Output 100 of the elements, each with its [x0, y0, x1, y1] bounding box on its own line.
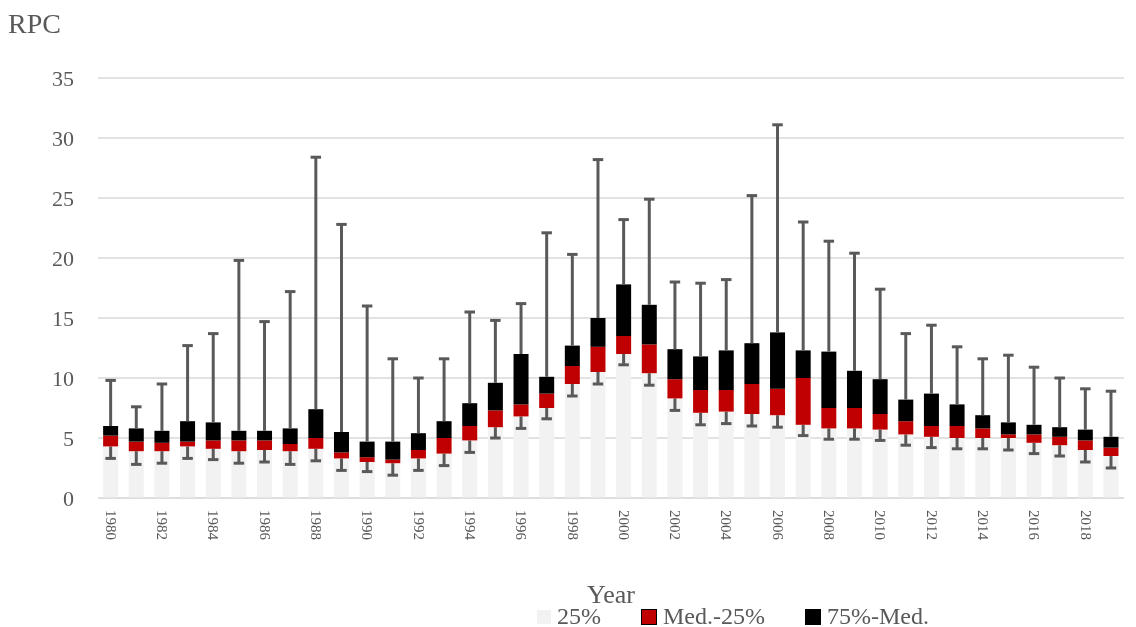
- x-tick-label: 1990: [359, 510, 376, 540]
- y-tick-label: 30: [52, 125, 74, 151]
- bar: [872, 429, 888, 498]
- bar: [898, 421, 914, 435]
- x-tick-label: 1988: [308, 510, 325, 540]
- legend-label: Med.-25%: [663, 603, 765, 627]
- bar: [641, 373, 657, 498]
- bar: [770, 388, 786, 416]
- bar: [872, 414, 888, 430]
- bar: [667, 398, 683, 498]
- bar: [795, 424, 811, 498]
- bar: [949, 404, 965, 426]
- bar: [1077, 429, 1093, 441]
- bar: [205, 448, 221, 498]
- y-tick-label: 15: [52, 305, 74, 331]
- bar: [462, 403, 478, 426]
- bar: [718, 411, 734, 498]
- bar: [744, 384, 760, 414]
- bar: [693, 390, 709, 413]
- bar: [590, 318, 606, 347]
- bar: [257, 440, 273, 450]
- bar: [564, 384, 580, 498]
- bar: [308, 438, 324, 449]
- bar: [308, 409, 324, 438]
- x-tick-label: 1998: [564, 510, 581, 540]
- x-tick-label: 1996: [513, 510, 530, 541]
- bar: [513, 404, 529, 417]
- bar: [1103, 436, 1119, 448]
- bar: [564, 366, 580, 384]
- bar: [718, 390, 734, 412]
- y-tick-label: 5: [63, 425, 74, 451]
- x-tick-label: 2018: [1077, 510, 1094, 540]
- bar: [462, 440, 478, 498]
- bar: [410, 433, 426, 450]
- bar: [975, 438, 991, 498]
- x-tick-label: 2010: [872, 510, 889, 540]
- bar: [744, 414, 760, 498]
- bar: [231, 440, 247, 452]
- bar: [693, 356, 709, 390]
- bar: [590, 372, 606, 498]
- bar: [949, 426, 965, 438]
- bar: [975, 428, 991, 438]
- x-tick-label: 2000: [615, 510, 632, 540]
- x-tick-label: 1984: [205, 510, 222, 541]
- bar: [1077, 440, 1093, 450]
- x-tick-label: 2008: [821, 510, 838, 540]
- bar: [770, 415, 786, 498]
- bar: [231, 451, 247, 498]
- bar: [1052, 427, 1068, 437]
- bar: [718, 350, 734, 390]
- bar: [898, 399, 914, 422]
- bar: [1052, 445, 1068, 498]
- bar: [180, 446, 196, 498]
- bar: [846, 408, 862, 429]
- bar: [770, 332, 786, 389]
- bar: [1000, 438, 1016, 498]
- bar: [539, 393, 555, 408]
- bar: [667, 349, 683, 380]
- bar: [333, 432, 349, 453]
- bar: [795, 378, 811, 425]
- bar: [923, 393, 939, 426]
- bar: [359, 457, 375, 462]
- bar: [436, 453, 452, 498]
- bar: [487, 382, 503, 411]
- bar: [154, 442, 170, 452]
- bar: [180, 421, 196, 442]
- y-tick-label: 0: [63, 485, 74, 511]
- bar: [282, 444, 298, 452]
- bar: [462, 426, 478, 441]
- bar: [257, 430, 273, 441]
- bar: [846, 370, 862, 408]
- y-tick-label: 25: [52, 185, 74, 211]
- bar: [154, 430, 170, 443]
- y-tick-label: 20: [52, 245, 74, 271]
- bar: [821, 351, 837, 408]
- x-tick-label: 1982: [154, 510, 171, 540]
- bar: [821, 408, 837, 429]
- x-tick-label: 1994: [461, 510, 478, 541]
- bar: [513, 416, 529, 498]
- bar: [359, 441, 375, 458]
- x-tick-label: 2002: [667, 510, 684, 540]
- bar: [308, 448, 324, 498]
- bar: [564, 345, 580, 366]
- y-axis-title: RPC: [8, 8, 62, 41]
- x-tick-label: 1992: [410, 510, 427, 540]
- bar: [1000, 422, 1016, 435]
- x-tick-label: 2016: [1026, 510, 1043, 541]
- bar: [539, 408, 555, 498]
- bar: [231, 430, 247, 441]
- bar: [616, 336, 632, 354]
- bar: [1000, 434, 1016, 438]
- bar: [1026, 442, 1042, 498]
- bar: [154, 451, 170, 498]
- bar: [872, 379, 888, 414]
- bar: [975, 415, 991, 429]
- bar: [410, 450, 426, 459]
- bar: [1077, 450, 1093, 498]
- y-tick-label: 10: [52, 365, 74, 391]
- y-tick-label: 35: [52, 65, 74, 91]
- bar: [744, 343, 760, 384]
